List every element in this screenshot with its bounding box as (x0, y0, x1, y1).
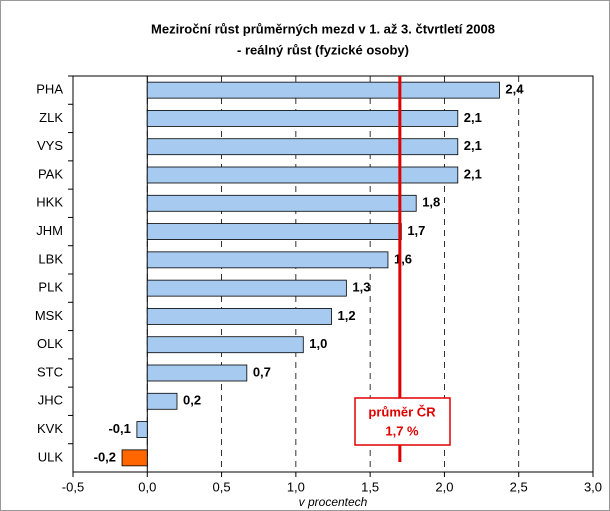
x-tick-label: 2,0 (435, 479, 453, 494)
x-tick-label: 1,0 (287, 479, 305, 494)
y-tick-label: JHC (38, 393, 63, 408)
bar (146, 251, 389, 269)
y-tick-label: OLK (37, 336, 63, 351)
data-label: 1,3 (352, 280, 370, 295)
bar (146, 166, 459, 184)
bar (146, 81, 500, 99)
data-label: 2,1 (464, 166, 482, 181)
chart-subtitle: - reálný růst (fyzické osoby) (237, 42, 409, 57)
y-tick-label: PAK (38, 166, 63, 181)
y-tick-label: STC (37, 364, 63, 379)
plot-area (72, 75, 594, 473)
y-tick-label: MSK (35, 308, 64, 323)
data-label: -0,1 (108, 421, 130, 436)
reference-box (354, 397, 451, 446)
chart-title: Meziroční růst průměrných mezd v 1. až 3… (151, 21, 495, 36)
y-tick-label: VYS (37, 138, 63, 153)
reference-label: průměr ČR (368, 404, 436, 419)
data-label: 0,7 (253, 364, 271, 379)
y-tick-label: ULK (38, 449, 64, 464)
y-tick-label: HKK (36, 195, 63, 210)
data-label: 1,6 (394, 251, 412, 266)
x-tick-label: 1,5 (361, 479, 379, 494)
reference-value: 1,7 % (385, 423, 419, 438)
bar (146, 308, 332, 325)
bar (146, 110, 459, 127)
y-tick-label: ZLK (39, 110, 63, 125)
y-tick-label: PLK (38, 280, 63, 295)
data-label: 1,0 (309, 336, 327, 351)
bar (136, 421, 148, 438)
bar (146, 279, 347, 297)
bar (146, 336, 304, 354)
data-label: 0,2 (183, 393, 201, 408)
x-tick-label: -0,5 (62, 479, 84, 494)
data-label: 1,2 (338, 308, 356, 323)
data-label: 2,1 (464, 110, 482, 125)
x-axis-label: v procentech (299, 495, 368, 509)
y-tick-label: KVK (37, 421, 63, 436)
bar (121, 449, 148, 467)
bar (146, 392, 178, 410)
data-label: 1,7 (407, 223, 425, 238)
bar (146, 223, 402, 240)
y-tick-label: LBK (38, 251, 63, 266)
x-tick-label: 3,0 (584, 479, 602, 494)
y-tick-label: PHA (36, 82, 63, 97)
x-tick-label: 0,0 (138, 479, 156, 494)
x-tick-label: 2,5 (510, 479, 528, 494)
bar (146, 194, 417, 212)
data-label: -0,2 (94, 449, 116, 464)
data-label: 2,4 (505, 82, 524, 97)
y-tick-label: JHM (36, 223, 63, 238)
bar (146, 138, 459, 156)
data-label: 1,8 (422, 195, 440, 210)
bar (146, 364, 248, 382)
x-tick-label: 0,5 (213, 479, 231, 494)
data-label: 2,1 (464, 138, 482, 153)
